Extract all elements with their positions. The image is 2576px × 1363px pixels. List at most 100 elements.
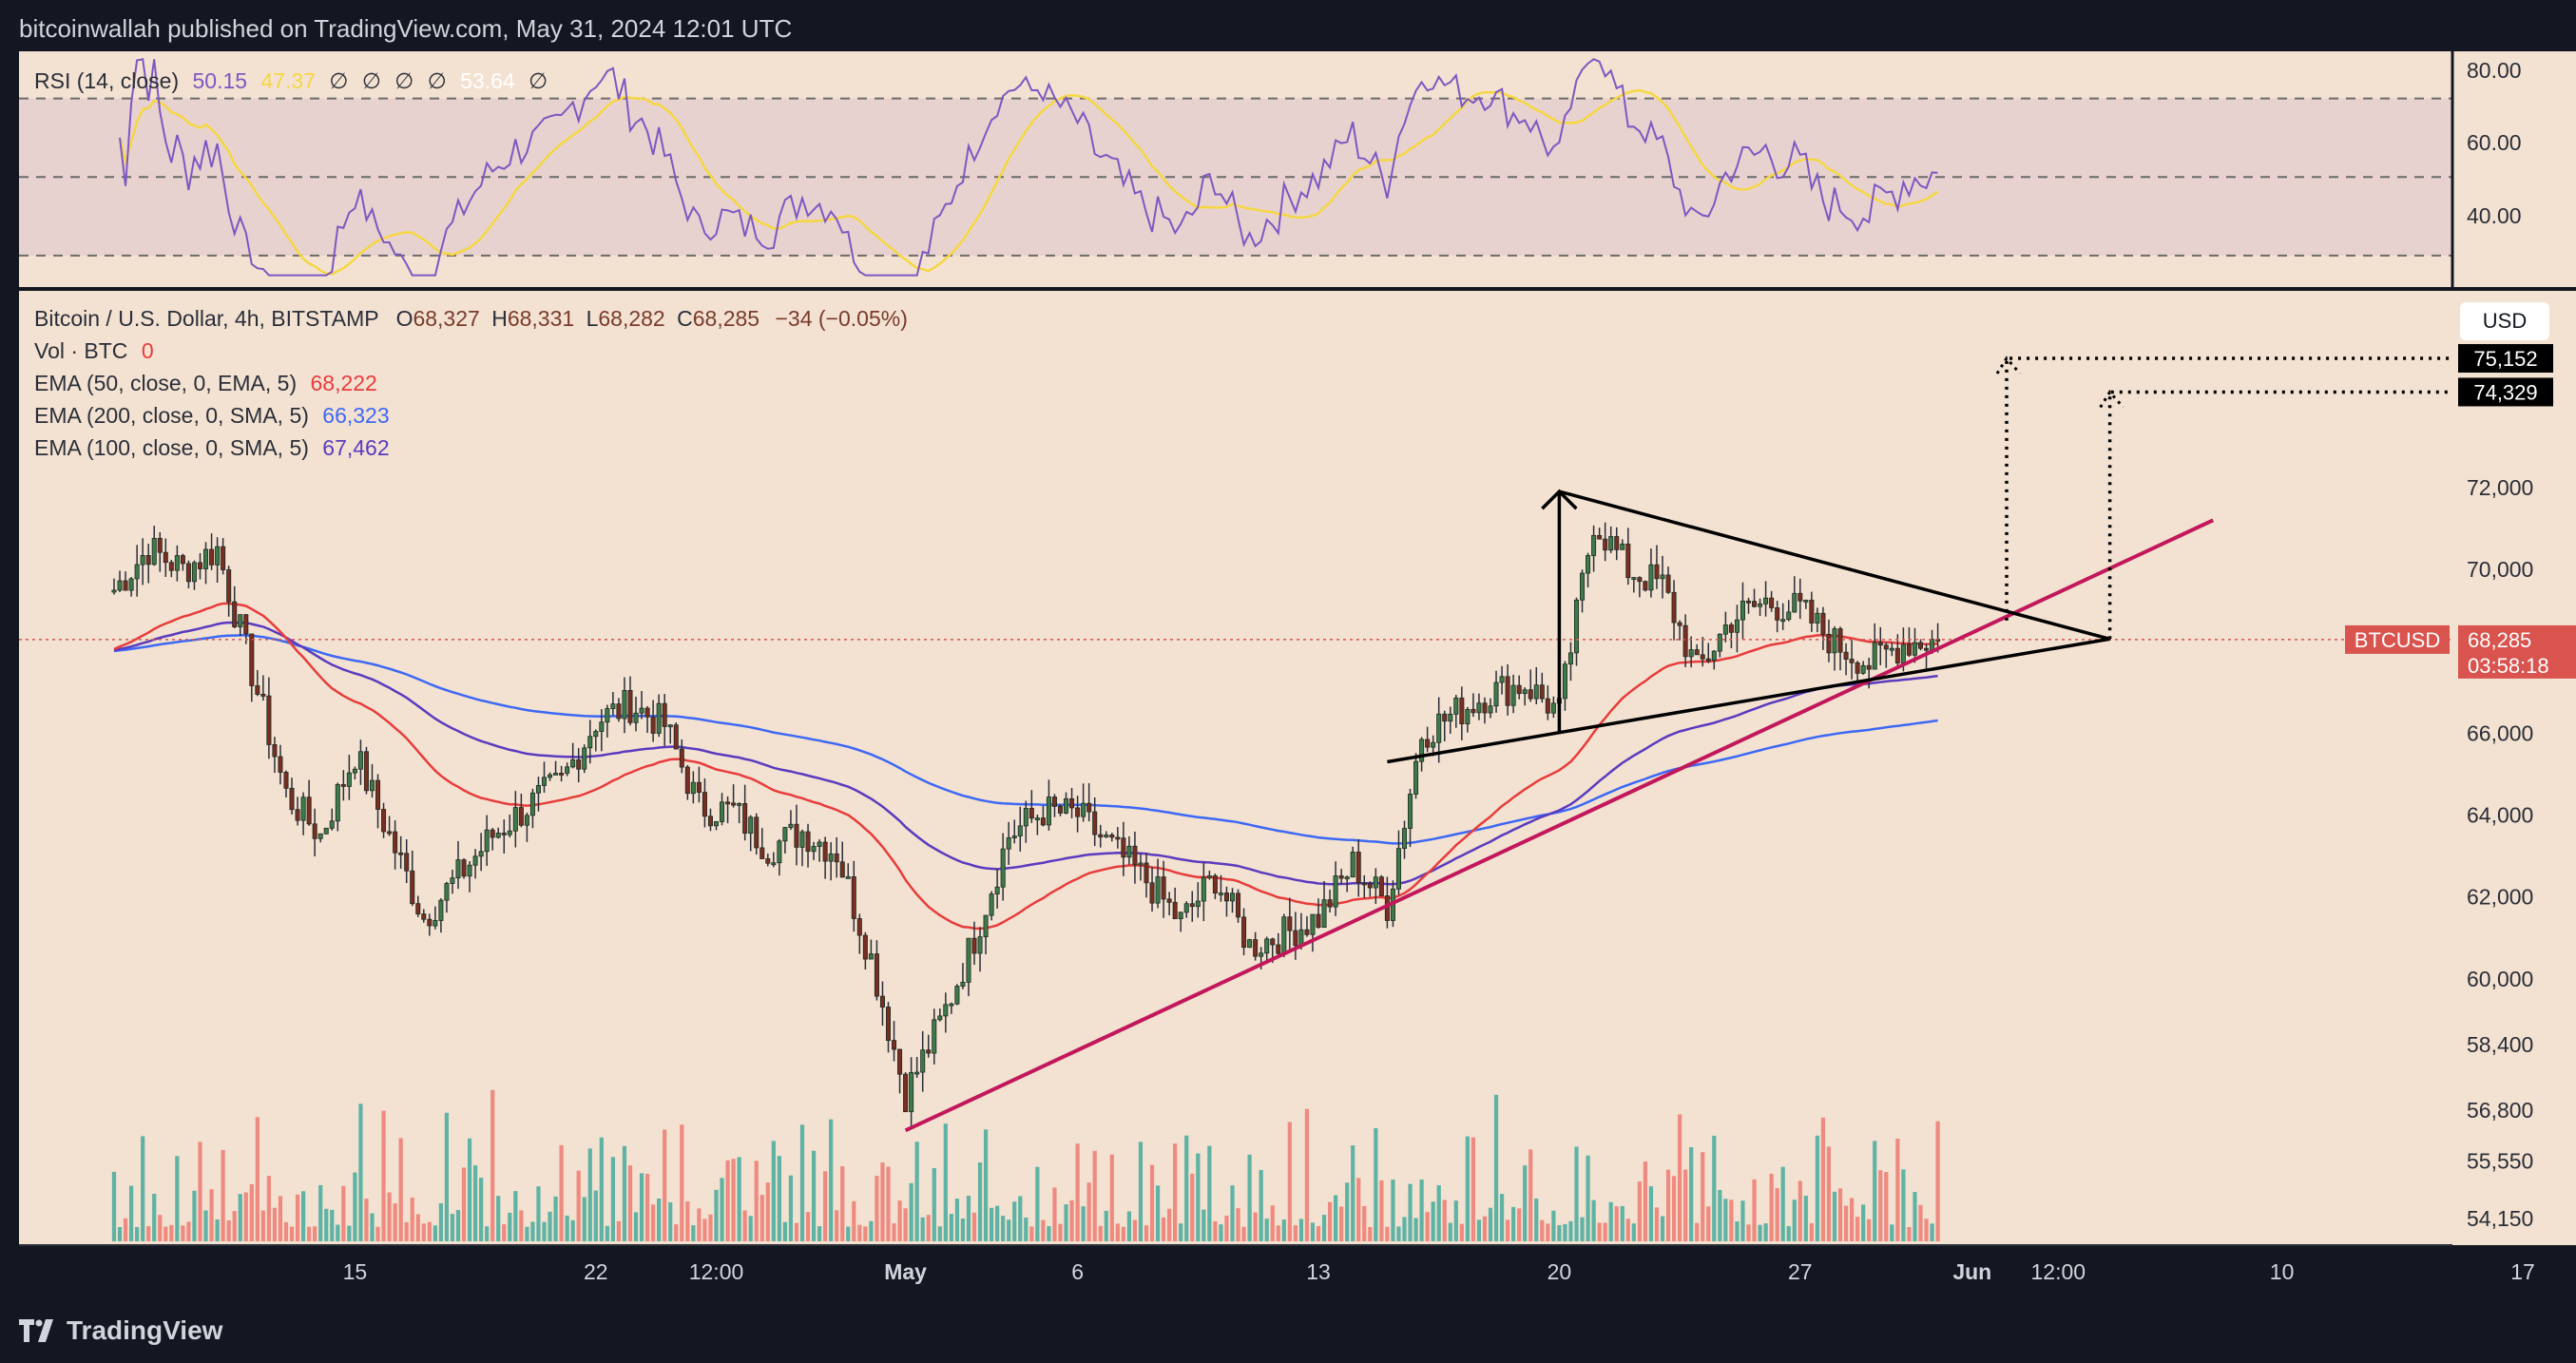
- volume-bar: [765, 1182, 770, 1241]
- volume-bar: [209, 1189, 214, 1241]
- candle-body: [1247, 939, 1253, 949]
- candle-body: [1877, 642, 1883, 646]
- candle-body: [1550, 702, 1556, 714]
- candle-body: [266, 695, 272, 745]
- high-value: 68,331: [507, 306, 575, 331]
- volume-bar: [680, 1124, 684, 1241]
- volume-bar: [674, 1224, 679, 1241]
- volume-bar: [886, 1166, 891, 1241]
- candle-body: [512, 807, 518, 832]
- volume-bar: [1253, 1212, 1258, 1241]
- time-axis: [19, 1245, 2452, 1298]
- volume-bar: [565, 1215, 569, 1241]
- volume-bar: [1298, 1219, 1304, 1241]
- volume-bar: [1924, 1219, 1929, 1241]
- volume-bar: [479, 1177, 484, 1241]
- volume-bar: [128, 1185, 134, 1241]
- volume-bar: [1321, 1215, 1327, 1241]
- candle-body: [932, 1019, 937, 1054]
- price-tick: 62,000: [2467, 885, 2533, 910]
- candle-body: [1006, 837, 1011, 850]
- candle-body: [410, 870, 415, 905]
- candle-body: [909, 1072, 914, 1113]
- candle-body: [1241, 916, 1247, 949]
- candle-body: [461, 859, 467, 877]
- volume-bar: [622, 1145, 627, 1241]
- volume-bar: [1637, 1181, 1642, 1241]
- rsi-title: RSI (14, close): [34, 68, 180, 93]
- volume-bar: [1723, 1199, 1728, 1241]
- rsi-extra-1: ∅: [329, 68, 349, 93]
- volume-bar: [358, 1104, 363, 1241]
- volume-bar: [663, 1129, 667, 1241]
- volume-bar: [1379, 1180, 1384, 1241]
- volume-bar: [415, 1214, 420, 1241]
- candle-body: [1660, 574, 1665, 580]
- volume-bar: [1425, 1212, 1430, 1241]
- candle-body: [1820, 612, 1826, 635]
- candle-body: [1178, 912, 1183, 920]
- candle-body: [1316, 913, 1321, 929]
- triangle-upper-line[interactable]: [1558, 490, 2111, 641]
- chart-area[interactable]: 80.00 60.00 40.00 76,00072,00070,00066,0…: [0, 0, 2576, 1298]
- candle-body: [679, 748, 684, 768]
- volume-bar: [1259, 1169, 1263, 1241]
- candle-body: [535, 785, 541, 794]
- target1-projection[interactable]: [2005, 356, 2452, 621]
- candle-body: [673, 724, 679, 750]
- candle-body: [1705, 658, 1711, 662]
- candle-body: [1109, 835, 1115, 838]
- volume-bar: [599, 1137, 604, 1241]
- tradingview-logo[interactable]: TradingView: [19, 1315, 222, 1346]
- candle-body: [306, 797, 312, 825]
- volume-bar: [1677, 1114, 1682, 1241]
- volume-bar: [1368, 1226, 1373, 1241]
- candle-body: [1809, 599, 1815, 624]
- volume-bar: [203, 1210, 208, 1241]
- candle-body: [1625, 543, 1631, 579]
- candle-body: [1562, 663, 1567, 700]
- volume-bar: [691, 1225, 696, 1241]
- vol-value: 0: [141, 338, 154, 363]
- volume-bar: [1574, 1146, 1579, 1241]
- candle-body: [168, 562, 174, 571]
- volume-bar: [731, 1159, 736, 1241]
- candle-body: [1700, 654, 1705, 660]
- candle-body: [1832, 628, 1837, 654]
- volume-bar: [1809, 1223, 1814, 1241]
- candle-body: [1722, 624, 1728, 635]
- candle-body: [1206, 875, 1212, 878]
- time-label: 20: [1548, 1259, 1572, 1284]
- rising-trendline[interactable]: [904, 518, 2215, 1133]
- volume-bar: [1752, 1179, 1757, 1241]
- candle-body: [1401, 828, 1408, 850]
- currency-button[interactable]: USD: [2460, 302, 2549, 340]
- volume-bar: [1740, 1200, 1745, 1241]
- candle-body: [1465, 708, 1471, 724]
- volume-bar: [404, 1221, 409, 1241]
- volume-bar: [427, 1221, 432, 1241]
- candle-body: [822, 841, 828, 862]
- volume-bar: [387, 1192, 392, 1241]
- candle-body: [1728, 624, 1734, 633]
- tradingview-logo-text: TradingView: [67, 1315, 223, 1345]
- candle-body: [1493, 682, 1499, 707]
- price-tick: 54,150: [2467, 1206, 2533, 1231]
- candle-body: [1826, 633, 1832, 654]
- volume-bar: [892, 1223, 896, 1241]
- triangle-lower-line[interactable]: [1387, 637, 2110, 764]
- volume-bar: [1528, 1149, 1533, 1241]
- volume-bar: [1706, 1206, 1711, 1241]
- candle-body: [260, 694, 266, 697]
- volume-bar: [158, 1215, 163, 1241]
- candle-body: [920, 1049, 926, 1073]
- candle-body: [191, 562, 197, 583]
- low-label: L: [586, 306, 599, 331]
- volume-bar: [1270, 1205, 1275, 1241]
- candle-body: [1081, 802, 1086, 817]
- candle-body: [232, 601, 238, 627]
- candle-body: [1717, 633, 1722, 652]
- candle-body: [1711, 650, 1717, 661]
- candle-body: [221, 546, 226, 570]
- candle-body: [1522, 689, 1528, 695]
